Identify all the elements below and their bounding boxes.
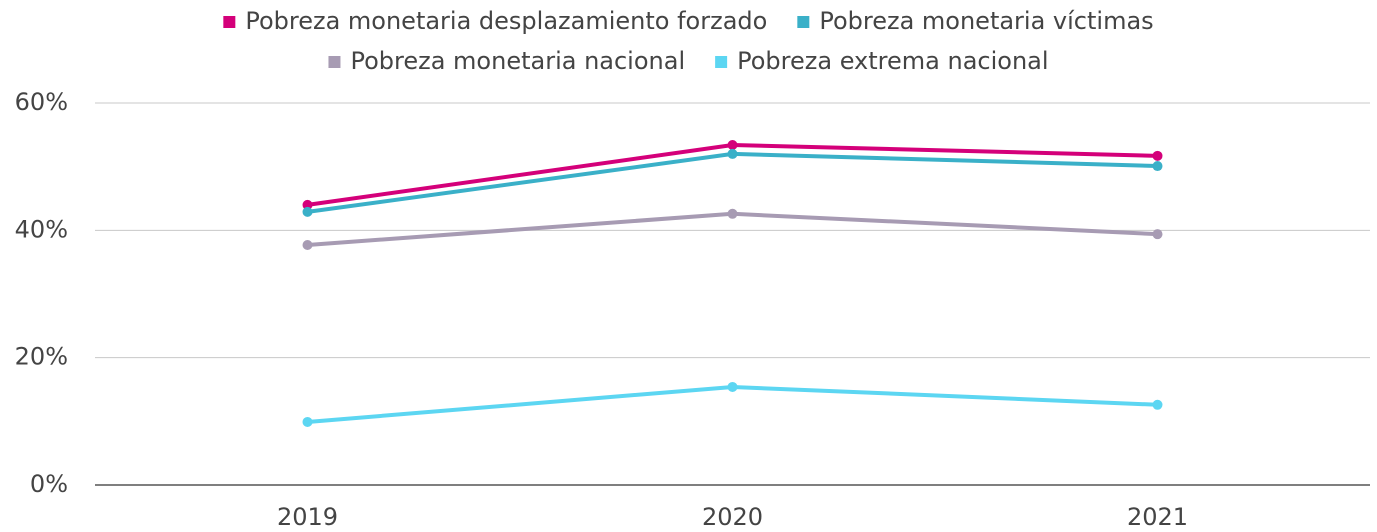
point xyxy=(727,381,738,392)
y-tick-label: 0% xyxy=(30,470,68,498)
series-line xyxy=(307,151,1158,214)
legend-label: Pobreza monetaria víctimas xyxy=(819,7,1153,35)
y-tick-label: 40% xyxy=(15,215,68,243)
point xyxy=(1152,229,1163,240)
legend-label: Pobreza monetaria desplazamiento forzado xyxy=(245,7,767,35)
y-tick-label: 60% xyxy=(15,88,68,116)
series-line xyxy=(307,384,1158,424)
legend-label: Pobreza extrema nacional xyxy=(737,47,1048,75)
legend-swatch xyxy=(223,16,236,28)
legend-label: Pobreza monetaria nacional xyxy=(350,47,685,75)
point xyxy=(727,148,738,159)
point xyxy=(727,208,738,219)
y-tick-label: 20% xyxy=(15,343,68,371)
x-tick-label: 2019 xyxy=(277,503,338,531)
point xyxy=(302,416,313,427)
point xyxy=(727,140,738,151)
legend-swatch xyxy=(797,16,810,28)
point xyxy=(1152,399,1163,410)
legend-row: Pobreza monetaria desplazamiento forzado… xyxy=(223,7,1154,35)
legend-swatch xyxy=(715,56,728,68)
legend-swatch xyxy=(328,56,341,68)
point xyxy=(302,206,313,217)
point xyxy=(302,239,313,250)
legend-row: Pobreza monetaria nacional Pobreza extrem… xyxy=(328,47,1049,75)
point xyxy=(1152,161,1163,172)
point xyxy=(302,199,313,210)
x-tick-label: 2020 xyxy=(702,503,763,531)
point xyxy=(1152,150,1163,161)
x-tick-label: 2021 xyxy=(1127,503,1188,531)
